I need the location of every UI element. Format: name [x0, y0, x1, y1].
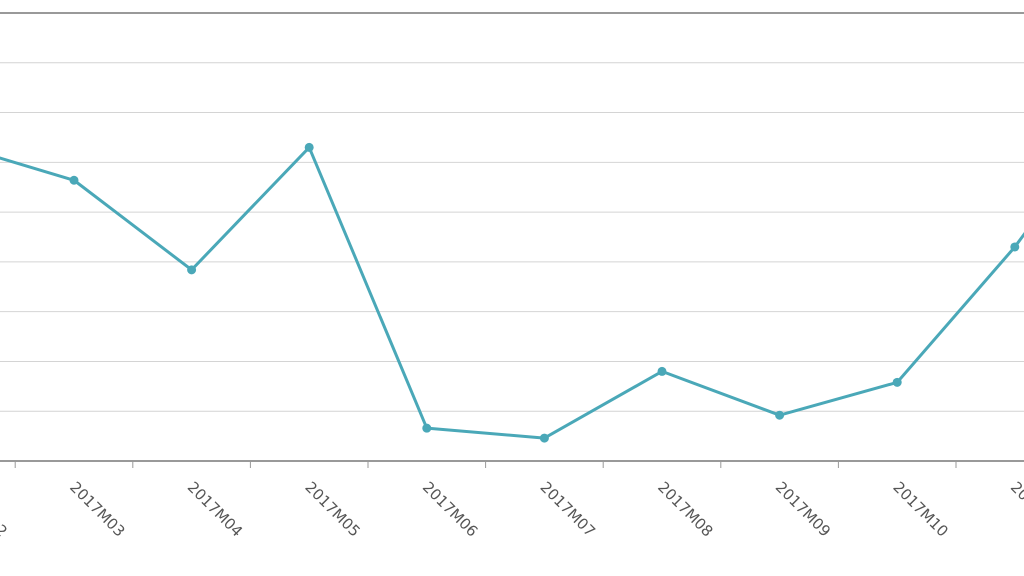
point [892, 377, 902, 387]
x-tick-label: 2017M06 [419, 478, 481, 540]
point [422, 423, 432, 433]
x-tick-label: 2017M10 [889, 478, 951, 540]
x-tick-label: 2017M02 [0, 478, 11, 540]
x-tick-label: 2017M04 [184, 478, 246, 540]
x-tick-label: 2017M09 [772, 478, 834, 540]
x-tick-label: 2017M07 [537, 478, 599, 540]
line [0, 145, 1024, 440]
x-tick-label: 2017M11 [1007, 478, 1024, 540]
point [775, 410, 785, 420]
point [187, 265, 197, 275]
x-tick-label: 2017M08 [654, 478, 716, 540]
x-tick-label: 2017M05 [301, 478, 363, 540]
point [69, 175, 79, 185]
point [657, 366, 667, 376]
point [539, 433, 549, 443]
x-tick-label: 2017M03 [66, 478, 128, 540]
point [1010, 242, 1020, 252]
point [304, 142, 314, 152]
